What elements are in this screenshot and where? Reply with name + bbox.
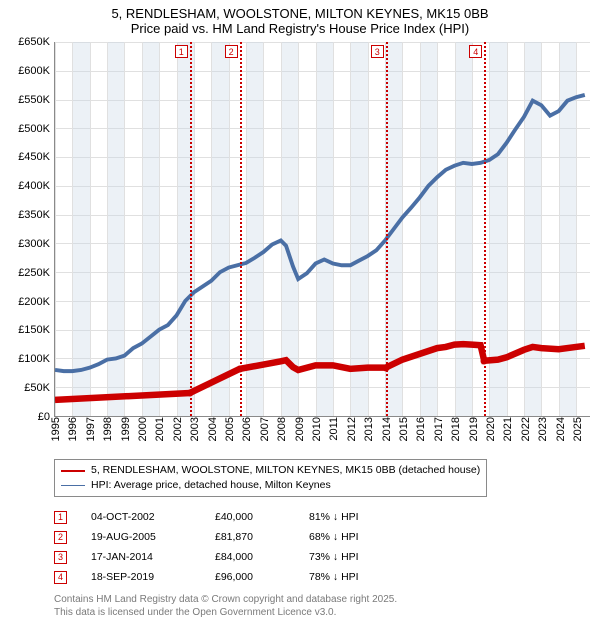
x-tick-label: 2021 <box>502 417 514 441</box>
y-tick-label: £250K <box>18 267 50 279</box>
sales-marker-icon: 1 <box>54 511 67 524</box>
x-tick-label: 1995 <box>50 417 62 441</box>
line-svg <box>55 42 590 416</box>
sales-price: £84,000 <box>215 547 285 567</box>
y-tick-label: £150K <box>18 324 50 336</box>
x-tick-label: 2012 <box>346 417 358 441</box>
x-tick-label: 2014 <box>381 417 393 441</box>
sales-pct: 73% ↓ HPI <box>309 547 389 567</box>
sales-price: £81,870 <box>215 527 285 547</box>
x-tick-label: 1998 <box>102 417 114 441</box>
price-paid-line <box>55 344 585 400</box>
y-tick-label: £100K <box>18 353 50 365</box>
y-tick-label: £50K <box>24 382 50 394</box>
x-tick-label: 2020 <box>485 417 497 441</box>
y-tick-label: £450K <box>18 151 50 163</box>
x-tick-label: 1997 <box>85 417 97 441</box>
x-tick-label: 1996 <box>67 417 79 441</box>
sales-price: £40,000 <box>215 507 285 527</box>
x-tick-label: 2004 <box>207 417 219 441</box>
x-tick-label: 1999 <box>120 417 132 441</box>
y-tick-label: £550K <box>18 94 50 106</box>
sales-marker-icon: 4 <box>54 571 67 584</box>
title-block: 5, RENDLESHAM, WOOLSTONE, MILTON KEYNES,… <box>10 6 590 36</box>
sale-marker-box: 1 <box>175 45 188 58</box>
y-tick-label: £350K <box>18 209 50 221</box>
chart-container: 5, RENDLESHAM, WOOLSTONE, MILTON KEYNES,… <box>0 0 600 620</box>
sales-row: 4 18-SEP-2019 £96,000 78% ↓ HPI <box>54 567 590 587</box>
sales-price: £96,000 <box>215 567 285 587</box>
x-tick-label: 2009 <box>294 417 306 441</box>
x-tick-label: 2018 <box>450 417 462 441</box>
x-tick-label: 2015 <box>398 417 410 441</box>
sale-marker-line <box>240 42 242 416</box>
legend-row: HPI: Average price, detached house, Milt… <box>61 478 480 493</box>
x-tick-label: 2013 <box>363 417 375 441</box>
y-tick-label: £400K <box>18 180 50 192</box>
x-tick-label: 2001 <box>154 417 166 441</box>
x-tick-label: 2008 <box>276 417 288 441</box>
sale-dot <box>186 389 193 396</box>
x-tick-label: 2022 <box>520 417 532 441</box>
sale-dot <box>481 357 488 364</box>
sale-marker-box: 3 <box>371 45 384 58</box>
y-tick-label: £200K <box>18 296 50 308</box>
legend: 5, RENDLESHAM, WOOLSTONE, MILTON KEYNES,… <box>54 459 487 497</box>
footer-line-1: Contains HM Land Registry data © Crown c… <box>54 593 590 606</box>
sales-date: 18-SEP-2019 <box>91 567 191 587</box>
x-tick-label: 2024 <box>555 417 567 441</box>
x-axis: 1995199619971998199920002001200220032004… <box>54 417 590 437</box>
plot-wrap: 1 2 3 4 19951996199719981999200020012002200… <box>54 42 590 437</box>
sales-pct: 81% ↓ HPI <box>309 507 389 527</box>
y-tick-label: £500K <box>18 123 50 135</box>
plot-region: 1 2 3 4 <box>54 42 590 417</box>
sales-pct: 68% ↓ HPI <box>309 527 389 547</box>
x-tick-label: 2017 <box>433 417 445 441</box>
legend-row: 5, RENDLESHAM, WOOLSTONE, MILTON KEYNES,… <box>61 463 480 478</box>
sales-row: 2 19-AUG-2005 £81,870 68% ↓ HPI <box>54 527 590 547</box>
x-tick-label: 2003 <box>189 417 201 441</box>
footer-line-2: This data is licensed under the Open Gov… <box>54 606 590 619</box>
sales-row: 3 17-JAN-2014 £84,000 73% ↓ HPI <box>54 547 590 567</box>
x-tick-label: 2011 <box>328 417 340 441</box>
legend-swatch <box>61 470 85 472</box>
sales-date: 17-JAN-2014 <box>91 547 191 567</box>
sale-marker-box: 4 <box>469 45 482 58</box>
sale-marker-line <box>190 42 192 416</box>
sale-dot <box>382 364 389 371</box>
sales-date: 19-AUG-2005 <box>91 527 191 547</box>
x-tick-label: 2006 <box>241 417 253 441</box>
y-axis: £0 £50K £100K £150K £200K £250K £300K £350K £400… <box>10 42 54 437</box>
y-tick-label: £0 <box>38 411 50 423</box>
legend-label: HPI: Average price, detached house, Milt… <box>91 478 331 493</box>
sale-dot <box>236 365 243 372</box>
x-tick-label: 2000 <box>137 417 149 441</box>
sales-pct: 78% ↓ HPI <box>309 567 389 587</box>
y-tick-label: £300K <box>18 238 50 250</box>
sales-marker-icon: 3 <box>54 551 67 564</box>
sales-marker-icon: 2 <box>54 531 67 544</box>
x-tick-label: 2002 <box>172 417 184 441</box>
x-tick-label: 2005 <box>224 417 236 441</box>
sales-date: 04-OCT-2002 <box>91 507 191 527</box>
footer: Contains HM Land Registry data © Crown c… <box>54 593 590 619</box>
y-tick-label: £650K <box>18 36 50 48</box>
sale-marker-line <box>386 42 388 416</box>
sale-marker-box: 2 <box>225 45 238 58</box>
legend-swatch <box>61 485 85 486</box>
legend-label: 5, RENDLESHAM, WOOLSTONE, MILTON KEYNES,… <box>91 463 480 478</box>
x-tick-label: 2016 <box>415 417 427 441</box>
x-tick-label: 2023 <box>537 417 549 441</box>
chart-area: £0 £50K £100K £150K £200K £250K £300K £350K £400… <box>10 42 590 437</box>
x-tick-label: 2007 <box>259 417 271 441</box>
sales-table: 1 04-OCT-2002 £40,000 81% ↓ HPI 2 19-AUG-2005… <box>54 507 590 587</box>
x-tick-label: 2019 <box>468 417 480 441</box>
title-line-2: Price paid vs. HM Land Registry's House … <box>10 21 590 36</box>
y-tick-label: £600K <box>18 65 50 77</box>
title-line-1: 5, RENDLESHAM, WOOLSTONE, MILTON KEYNES,… <box>10 6 590 21</box>
hpi-line <box>55 95 585 371</box>
sales-row: 1 04-OCT-2002 £40,000 81% ↓ HPI <box>54 507 590 527</box>
x-tick-label: 2025 <box>572 417 584 441</box>
x-tick-label: 2010 <box>311 417 323 441</box>
